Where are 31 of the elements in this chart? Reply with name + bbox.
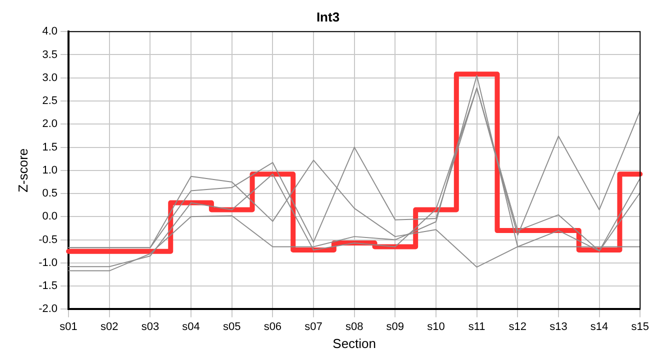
y-tick-label: 0.0 (42, 210, 58, 223)
x-tick-label: s01 (60, 320, 78, 333)
x-tick-label: s14 (590, 320, 608, 333)
y-tick-label: 0.5 (42, 188, 58, 200)
y-tick-label: 2.0 (42, 118, 58, 130)
y-tick-label: -2.0 (38, 303, 58, 316)
x-axis-title: Section (332, 336, 376, 351)
x-tick-label: s06 (264, 320, 282, 333)
y-tick-label: -1.5 (38, 280, 58, 292)
x-tick-label: s10 (427, 320, 445, 333)
x-tick-label: s12 (508, 320, 527, 333)
x-tick-label: s03 (141, 320, 160, 333)
y-tick-label: 1.0 (42, 164, 58, 176)
x-tick-label: s05 (222, 320, 241, 333)
chart-title: Int3 (316, 9, 340, 24)
x-tick-label: s02 (100, 320, 118, 333)
y-tick-label: 2.5 (42, 95, 58, 108)
y-tick-label: -0.5 (38, 234, 58, 246)
x-tick-label: s15 (631, 320, 650, 333)
x-tick-label: s07 (304, 320, 322, 333)
x-tick-label: s08 (345, 320, 364, 333)
y-tick-label: 4.0 (42, 26, 58, 38)
x-tick-label: s11 (468, 320, 486, 333)
y-tick-label: 3.0 (42, 72, 58, 84)
x-tick-label: s04 (182, 320, 200, 333)
y-axis-title: Z-score (15, 148, 30, 192)
y-tick-label: 3.5 (42, 48, 58, 61)
y-tick-label: -1.0 (38, 256, 58, 269)
y-tick-label: 1.5 (42, 141, 58, 154)
x-tick-label: s13 (550, 320, 568, 333)
x-tick-label: s09 (386, 320, 404, 333)
